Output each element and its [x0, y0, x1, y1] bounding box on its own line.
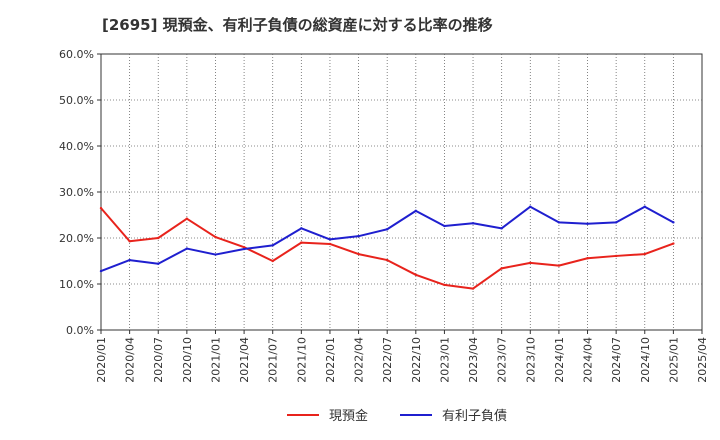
x-tick-label: 2025/04 — [696, 337, 709, 383]
data-point — [385, 258, 389, 262]
y-tick-label: 20.0% — [59, 232, 94, 245]
data-point — [414, 273, 418, 276]
x-tick-label: 2022/07 — [381, 337, 394, 383]
data-point — [242, 246, 246, 249]
x-tick-label: 2020/10 — [181, 337, 194, 383]
data-point — [99, 206, 103, 210]
x-tick-label: 2024/01 — [553, 337, 566, 383]
data-point — [157, 236, 160, 240]
data-point — [557, 264, 561, 267]
x-tick-label: 2020/01 — [95, 337, 108, 383]
data-point — [586, 257, 589, 260]
x-tick-label: 2023/07 — [496, 337, 509, 383]
data-point — [614, 254, 618, 258]
data-point — [242, 247, 246, 251]
grid-layer — [101, 54, 702, 330]
y-tick-label: 50.0% — [59, 94, 94, 107]
data-point — [357, 234, 360, 238]
x-tick-label: 2024/04 — [582, 337, 595, 383]
data-point — [185, 217, 189, 220]
data-point — [300, 241, 303, 244]
data-point — [443, 224, 446, 228]
data-point — [471, 287, 475, 290]
x-tick-label: 2022/04 — [353, 337, 366, 383]
x-tick-label: 2021/01 — [209, 337, 222, 383]
data-point — [586, 222, 589, 225]
data-point — [385, 228, 389, 231]
data-point — [643, 252, 646, 256]
legend-label: 現預金 — [329, 408, 368, 424]
chart-title: [2695] 現預金、有利子負債の総資産に対する比率の推移 — [102, 16, 493, 34]
x-tick-label: 2021/04 — [238, 337, 251, 383]
data-point — [643, 205, 646, 208]
data-point — [529, 205, 532, 208]
x-tick-label: 2023/04 — [467, 337, 480, 383]
data-point — [672, 221, 675, 224]
y-tick-label: 10.0% — [59, 278, 94, 291]
data-point — [614, 221, 618, 224]
data-point — [672, 242, 675, 245]
legend: 現預金 有利子負債 — [287, 408, 507, 424]
data-point — [300, 227, 303, 230]
data-point — [214, 235, 217, 239]
x-tick-label: 2023/01 — [438, 337, 451, 383]
data-point — [328, 242, 332, 246]
y-tick-label: 30.0% — [59, 186, 94, 199]
legend-label: 有利子負債 — [442, 409, 507, 424]
data-point — [471, 222, 475, 225]
data-point — [271, 259, 274, 263]
data-point — [214, 253, 217, 256]
x-tick-label: 2020/04 — [124, 337, 137, 383]
x-tick-label: 2020/07 — [152, 337, 165, 383]
x-tick-label: 2022/10 — [410, 337, 423, 383]
data-point — [157, 262, 160, 265]
data-point — [414, 209, 418, 213]
x-tick-label: 2023/10 — [524, 337, 537, 383]
data-point — [443, 283, 446, 287]
data-point — [185, 247, 189, 250]
series-layer — [99, 205, 675, 290]
y-axis: 0.0% 10.0% 20.0% 30.0% 40.0% 50.0% 60.0% — [59, 48, 101, 337]
y-tick-label: 40.0% — [59, 140, 94, 153]
legend-item-cash: 現預金 — [287, 408, 368, 424]
data-point — [529, 261, 532, 265]
x-tick-label: 2024/10 — [639, 337, 652, 383]
x-axis: 2020/01 2020/04 2020/07 2020/10 2021/01 2021/… — [95, 330, 709, 383]
data-point — [500, 227, 503, 230]
data-point — [99, 269, 103, 273]
data-point — [357, 252, 360, 256]
data-point — [557, 221, 561, 224]
legend-item-debt: 有利子負債 — [400, 409, 507, 424]
data-point — [328, 238, 332, 241]
data-point — [128, 240, 131, 243]
x-tick-label: 2021/10 — [295, 337, 308, 383]
data-point — [500, 267, 503, 270]
y-tick-label: 0.0% — [66, 324, 94, 337]
data-point — [271, 244, 274, 247]
x-tick-label: 2024/07 — [610, 337, 623, 383]
data-point — [128, 258, 131, 262]
x-tick-label: 2025/01 — [667, 337, 680, 383]
x-tick-label: 2021/07 — [267, 337, 280, 383]
x-tick-label: 2022/01 — [324, 337, 337, 383]
y-tick-label: 60.0% — [59, 48, 94, 61]
